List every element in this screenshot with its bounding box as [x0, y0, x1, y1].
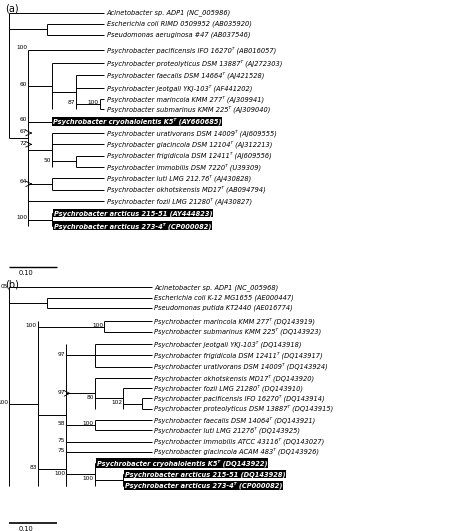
Text: Psychrobacter arcticus 273-4ᵀ (CP000082): Psychrobacter arcticus 273-4ᵀ (CP000082) — [54, 222, 211, 230]
Text: 100: 100 — [55, 470, 65, 476]
Text: Psychrobacter marincola KMM 277ᵀ (DQ143919): Psychrobacter marincola KMM 277ᵀ (DQ1439… — [154, 318, 315, 325]
Text: Psychrobacter jeotgali YKJ-103ᵀ (DQ143918): Psychrobacter jeotgali YKJ-103ᵀ (DQ14391… — [154, 340, 301, 348]
Text: 83: 83 — [29, 465, 37, 470]
Text: 0.10: 0.10 — [19, 526, 34, 531]
Text: Psychrobacter faecalis DSM 14064ᵀ (DQ143921): Psychrobacter faecalis DSM 14064ᵀ (DQ143… — [154, 416, 315, 424]
Text: Escherichia coli K-12 MG1655 (AE000447): Escherichia coli K-12 MG1655 (AE000447) — [154, 294, 294, 301]
Text: Psychrobacter jeotgali YKJ-103ᵀ (AF441202): Psychrobacter jeotgali YKJ-103ᵀ (AF44120… — [107, 84, 252, 92]
Text: Acinetobacter sp. ADP1 (NC_005986): Acinetobacter sp. ADP1 (NC_005986) — [107, 9, 231, 16]
Text: 64: 64 — [20, 179, 27, 184]
Text: Psychrobacter immobilis ATCC 43116ᵀ (DQ143027): Psychrobacter immobilis ATCC 43116ᵀ (DQ1… — [154, 438, 324, 446]
Text: Psychrobacter fozii LMG 21280ᵀ (DQ143910): Psychrobacter fozii LMG 21280ᵀ (DQ143910… — [154, 384, 303, 392]
Text: Psychrobacter submarinus KMM 225ᵀ (AJ309040): Psychrobacter submarinus KMM 225ᵀ (AJ309… — [107, 106, 270, 113]
Text: Psychrobacter immobilis DSM 7220ᵀ (U39309): Psychrobacter immobilis DSM 7220ᵀ (U3930… — [107, 163, 261, 170]
Text: 100: 100 — [17, 45, 27, 50]
Text: Psychrobacter okhotskensis MD17ᵀ (AB094794): Psychrobacter okhotskensis MD17ᵀ (AB0947… — [107, 186, 265, 193]
Text: Psychrobacter pacificensis IFO 16270ᵀ (DQ143914): Psychrobacter pacificensis IFO 16270ᵀ (D… — [154, 395, 325, 402]
Text: 75: 75 — [58, 448, 65, 453]
Text: 60: 60 — [20, 82, 27, 87]
Text: Acinetobacter sp. ADP1 (NC_005968): Acinetobacter sp. ADP1 (NC_005968) — [154, 284, 278, 291]
Text: Psychrobacter proteolyticus DSM 13887ᵀ (AJ272303): Psychrobacter proteolyticus DSM 13887ᵀ (… — [107, 59, 282, 66]
Text: Psychrobacter glacincola DSM 12104ᵀ (AJ312213): Psychrobacter glacincola DSM 12104ᵀ (AJ3… — [107, 141, 272, 148]
Text: 100: 100 — [92, 323, 103, 328]
Text: 80: 80 — [86, 395, 94, 400]
Text: 72: 72 — [20, 141, 27, 145]
Text: 100: 100 — [26, 323, 37, 328]
Text: Psychrobacter submarinus KMM 225ᵀ (DQ143923): Psychrobacter submarinus KMM 225ᵀ (DQ143… — [154, 328, 321, 336]
Text: 60: 60 — [20, 117, 27, 122]
Text: 100: 100 — [83, 476, 94, 482]
Text: 0.10: 0.10 — [19, 270, 34, 276]
Text: Psychrobacter urativorans DSM 14009ᵀ (DQ143924): Psychrobacter urativorans DSM 14009ᵀ (DQ… — [154, 363, 328, 371]
Text: 67: 67 — [20, 129, 27, 134]
Text: 05: 05 — [1, 284, 9, 289]
Text: Psychrobacter glacincola ACAM 483ᵀ (DQ143926): Psychrobacter glacincola ACAM 483ᵀ (DQ14… — [154, 448, 319, 456]
Text: 100: 100 — [17, 215, 27, 220]
Text: Psychrobacter pacificensis IFO 16270ᵀ (AB016057): Psychrobacter pacificensis IFO 16270ᵀ (A… — [107, 46, 276, 54]
Text: Psychrobacter cryohalolentis K5ᵀ (AY660685): Psychrobacter cryohalolentis K5ᵀ (AY6606… — [53, 118, 221, 125]
Text: 97: 97 — [58, 352, 65, 357]
Text: 87: 87 — [67, 100, 75, 105]
Text: Escherichia coli RIMD 0509952 (AB035920): Escherichia coli RIMD 0509952 (AB035920) — [107, 21, 252, 27]
Text: Psychrobacter faecalis DSM 14664ᵀ (AJ421528): Psychrobacter faecalis DSM 14664ᵀ (AJ421… — [107, 72, 264, 79]
Text: 58: 58 — [58, 422, 65, 426]
Text: 100: 100 — [0, 400, 9, 405]
Text: 100: 100 — [83, 422, 94, 426]
Text: 100: 100 — [88, 100, 99, 105]
Text: Psychrobacter urativorans DSM 14009ᵀ (AJ609555): Psychrobacter urativorans DSM 14009ᵀ (AJ… — [107, 129, 276, 137]
Text: Psychrobacter cryohalolentis K5ᵀ (DQ143922): Psychrobacter cryohalolentis K5ᵀ (DQ1439… — [97, 459, 267, 467]
Text: 75: 75 — [58, 438, 65, 443]
Text: (b): (b) — [5, 279, 18, 289]
Text: Psychrobacter arcticus 215-51 (AY444823): Psychrobacter arcticus 215-51 (AY444823) — [54, 210, 212, 217]
Text: Psychrobacter luti LMG 21276ᵀ (DQ143925): Psychrobacter luti LMG 21276ᵀ (DQ143925) — [154, 426, 300, 434]
Text: Psychrobacter arcticus 273-4ᵀ (CP000082): Psychrobacter arcticus 273-4ᵀ (CP000082) — [125, 482, 283, 490]
Text: Pseudomonas putida KT2440 (AE016774): Pseudomonas putida KT2440 (AE016774) — [154, 305, 293, 311]
Text: Psychrobacter frigidicola DSM 12411ᵀ (DQ143917): Psychrobacter frigidicola DSM 12411ᵀ (DQ… — [154, 352, 323, 359]
Text: Psychrobacter arcticus 215-51 (DQ143928): Psychrobacter arcticus 215-51 (DQ143928) — [125, 471, 286, 478]
Text: 102: 102 — [111, 400, 122, 405]
Text: Psychrobacter luti LMG 212.76ᵀ (AJ430828): Psychrobacter luti LMG 212.76ᵀ (AJ430828… — [107, 175, 251, 182]
Text: Psychrobacter frigidicola DSM 12411ᵀ (AJ609556): Psychrobacter frigidicola DSM 12411ᵀ (AJ… — [107, 152, 272, 159]
Text: Psychrobacter okhotskensis MD17ᵀ (DQ143920): Psychrobacter okhotskensis MD17ᵀ (DQ1439… — [154, 374, 314, 382]
Text: Psychrobacter marincola KMM 277ᵀ (AJ309941): Psychrobacter marincola KMM 277ᵀ (AJ3099… — [107, 96, 264, 103]
Text: Psychrobacter fozii LMG 21280ᵀ (AJ430827): Psychrobacter fozii LMG 21280ᵀ (AJ430827… — [107, 197, 252, 204]
Text: (a): (a) — [5, 4, 18, 14]
Text: Pseudomonas aeruginosa #47 (AB037546): Pseudomonas aeruginosa #47 (AB037546) — [107, 32, 250, 38]
Text: 50: 50 — [44, 158, 51, 162]
Text: 97: 97 — [58, 390, 65, 395]
Text: Psychrobacter proteolyticus DSM 13887ᵀ (DQ143915): Psychrobacter proteolyticus DSM 13887ᵀ (… — [154, 405, 333, 413]
